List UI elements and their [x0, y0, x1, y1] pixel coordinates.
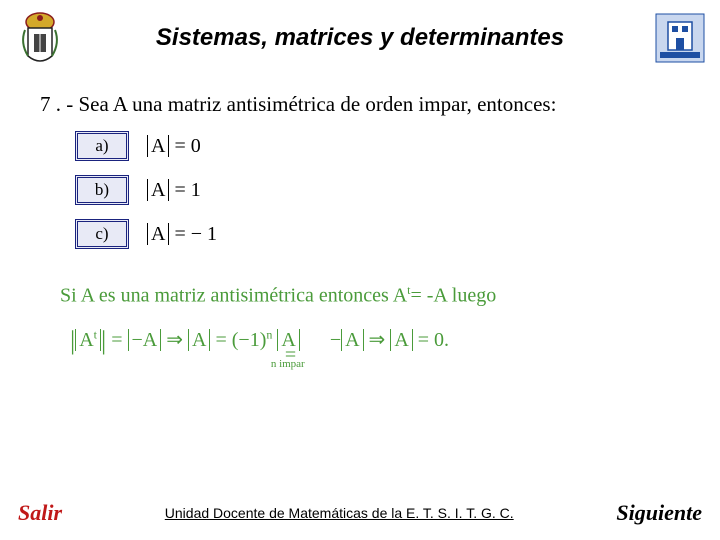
- footer-unit-link[interactable]: Unidad Docente de Matemáticas de la E. T…: [62, 505, 616, 521]
- question-body: - Sea A una matriz antisimétrica de orde…: [66, 92, 556, 116]
- option-row: a) A = 0: [75, 131, 720, 161]
- option-c-equation: A = − 1: [147, 223, 217, 246]
- option-c-button[interactable]: c): [75, 219, 129, 249]
- header: Sistemas, matrices y determinantes: [0, 0, 720, 72]
- option-a-button[interactable]: a): [75, 131, 129, 161]
- next-button[interactable]: Siguiente: [616, 500, 702, 526]
- options-list: a) A = 0 b) A = 1 c) A = − 1: [0, 125, 720, 273]
- university-crest-right-icon: [650, 8, 710, 68]
- exit-button[interactable]: Salir: [18, 500, 62, 526]
- option-a-equation: A = 0: [147, 135, 201, 158]
- question-text: 7 . - Sea A una matriz antisimétrica de …: [0, 72, 720, 125]
- option-row: b) A = 1: [75, 175, 720, 205]
- option-b-button[interactable]: b): [75, 175, 129, 205]
- page-title: Sistemas, matrices y determinantes: [82, 24, 638, 52]
- solution-statement: Si A es una matriz antisimétrica entonce…: [0, 273, 720, 316]
- solution-derivation: |At| = −A ⇒ A = (−1)n A n impar = −A ⇒ A…: [0, 316, 720, 356]
- option-row: c) A = − 1: [75, 219, 720, 249]
- university-crest-left-icon: [10, 8, 70, 68]
- option-b-equation: A = 1: [147, 179, 201, 202]
- question-number: 7 .: [40, 92, 61, 116]
- footer: Salir Unidad Docente de Matemáticas de l…: [0, 500, 720, 526]
